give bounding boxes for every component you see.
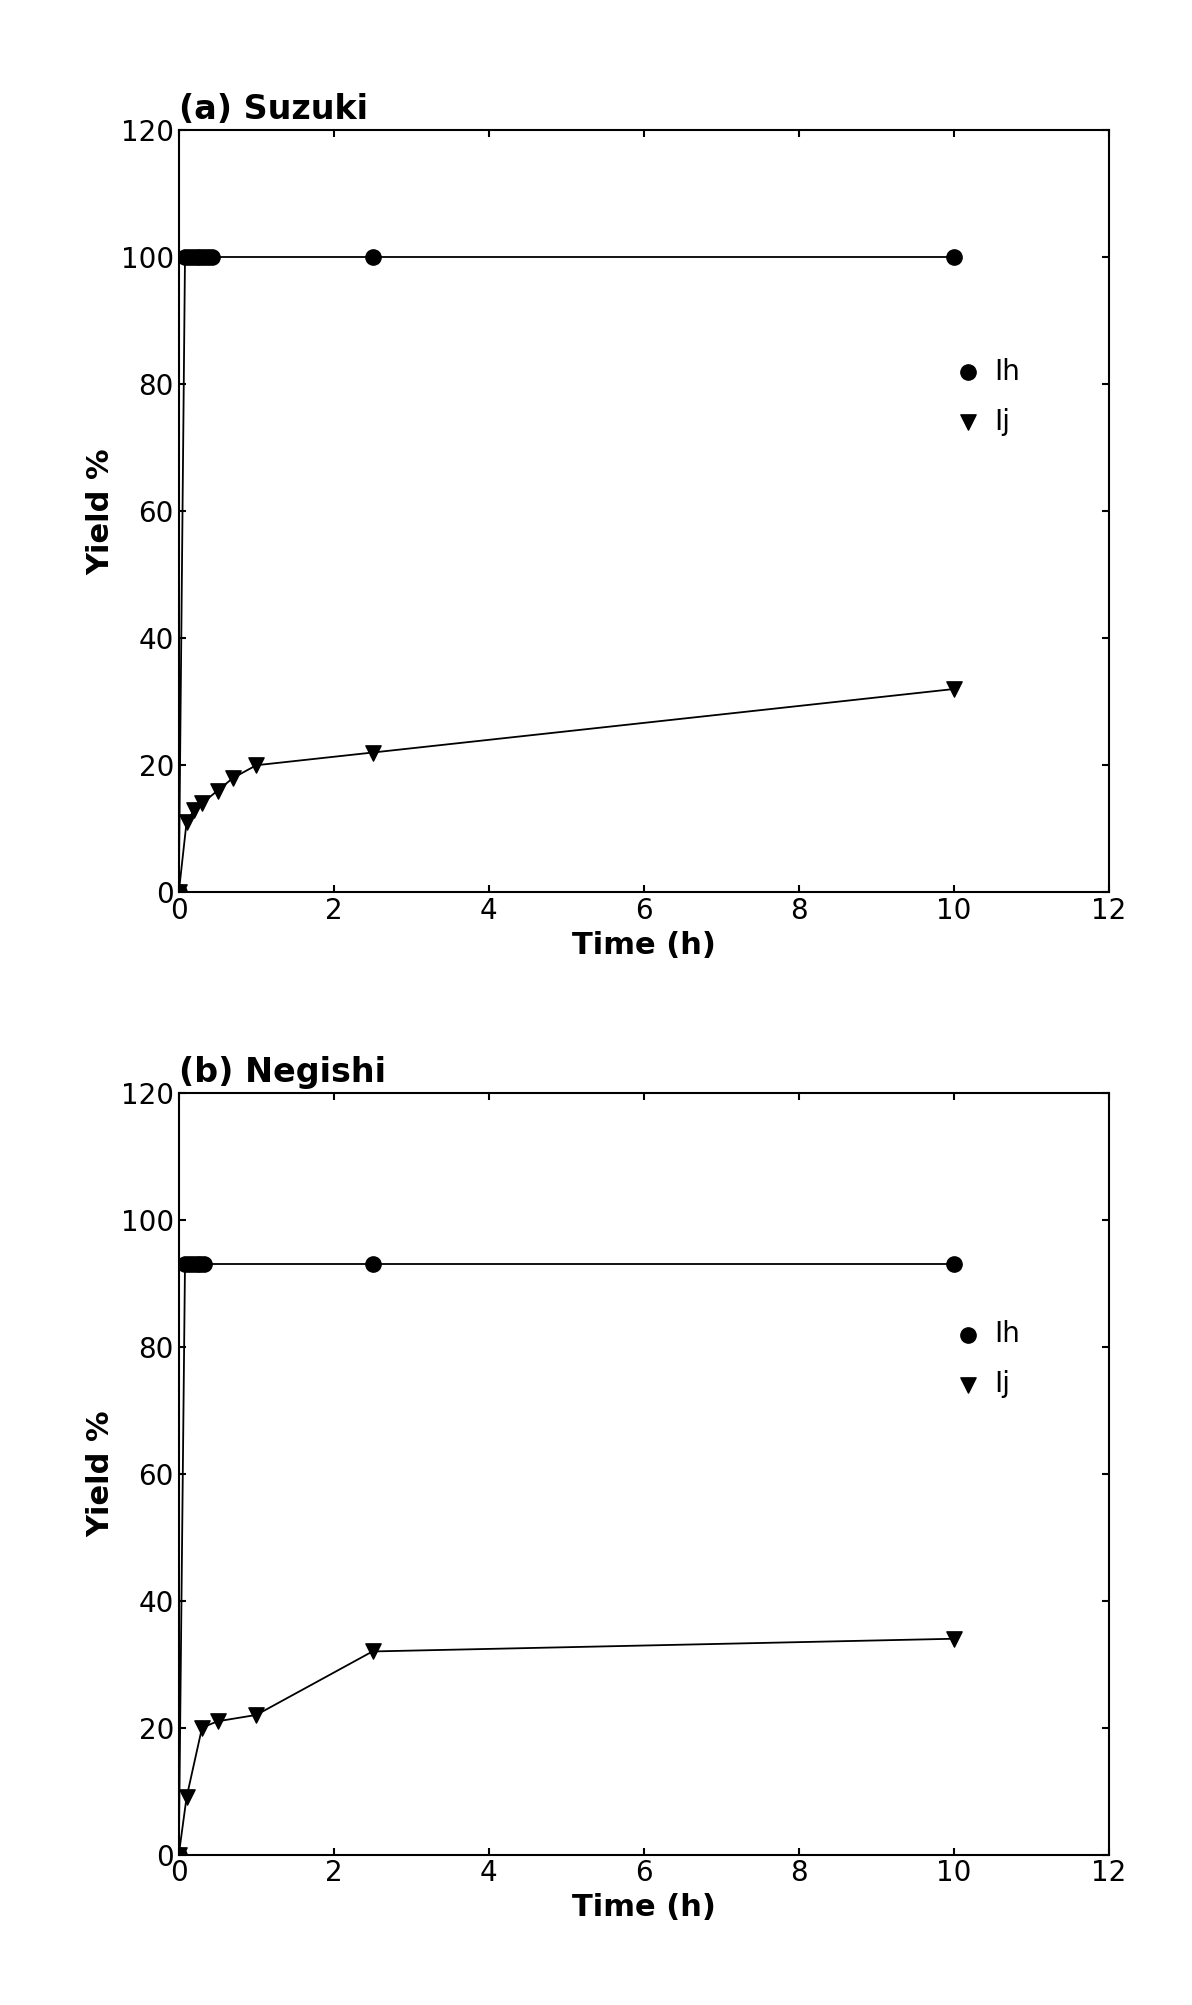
Legend: Ih, Ij: Ih, Ij <box>964 357 1020 435</box>
Ih <box>194 1247 213 1281</box>
Ij <box>192 788 212 820</box>
Ih <box>191 1247 210 1281</box>
Ih <box>175 241 194 273</box>
Ij <box>169 876 188 908</box>
Ih <box>175 1247 194 1281</box>
Text: (a) Suzuki: (a) Suzuki <box>179 92 368 126</box>
Ih <box>362 241 381 273</box>
Ih <box>169 876 188 908</box>
Legend: Ih, Ij: Ih, Ij <box>964 1319 1020 1397</box>
Text: (b) Negishi: (b) Negishi <box>179 1055 386 1089</box>
Ih <box>362 1247 381 1281</box>
Ih <box>944 1247 963 1281</box>
Ih <box>184 241 203 273</box>
Ij <box>176 1782 195 1815</box>
Ij <box>247 1698 266 1730</box>
Ij <box>192 1712 212 1744</box>
Ih <box>184 1247 203 1281</box>
Ih <box>187 1247 206 1281</box>
Ih <box>944 241 963 273</box>
Ih <box>203 241 222 273</box>
X-axis label: Time (h): Time (h) <box>572 930 715 960</box>
Ij <box>207 1704 226 1736</box>
Ij <box>176 806 195 838</box>
Ij <box>207 774 226 806</box>
Ij <box>185 794 204 826</box>
Ij <box>944 1622 963 1654</box>
Ih <box>169 1839 188 1871</box>
Y-axis label: Yield %: Yield % <box>86 1410 116 1538</box>
Ih <box>187 241 206 273</box>
Ij <box>944 674 963 706</box>
Ih <box>199 241 218 273</box>
X-axis label: Time (h): Time (h) <box>572 1893 715 1923</box>
Ih <box>179 241 198 273</box>
Ij <box>362 1636 381 1668</box>
Ij <box>362 736 381 768</box>
Ij <box>223 762 243 794</box>
Ij <box>247 750 266 782</box>
Ij <box>169 1839 188 1871</box>
Ih <box>179 1247 198 1281</box>
Y-axis label: Yield %: Yield % <box>86 447 116 575</box>
Ih <box>191 241 210 273</box>
Ih <box>194 241 213 273</box>
